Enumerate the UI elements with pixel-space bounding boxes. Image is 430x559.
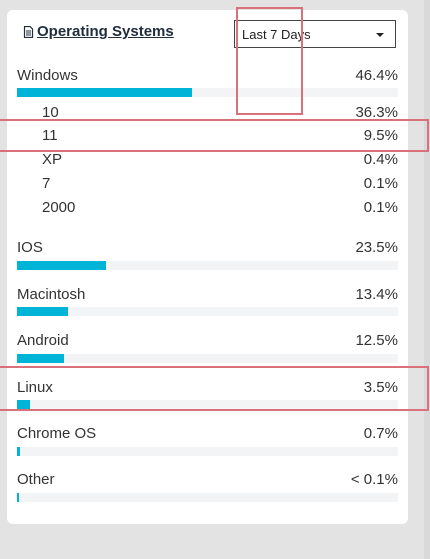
page-scrollbar[interactable] (424, 0, 430, 559)
version-label: 11 (42, 127, 58, 144)
os-bar-chrome-os (17, 447, 398, 456)
os-label: Windows (17, 67, 78, 84)
version-value: 36.3% (355, 104, 398, 121)
version-value: 9.5% (363, 127, 398, 144)
version-value: 0.1% (363, 199, 398, 216)
version-label: 7 (42, 175, 51, 192)
os-label: Linux (17, 379, 53, 396)
os-bar-fill (17, 447, 20, 456)
os-label: Chrome OS (17, 425, 97, 442)
os-bar-fill (17, 354, 65, 363)
version-value: 0.1% (363, 175, 398, 192)
os-bar-ios (17, 261, 398, 270)
os-value: 12.5% (355, 332, 398, 349)
os-value: < 0.1% (350, 471, 398, 488)
os-bar-fill (17, 307, 68, 316)
os-panel: Operating Systems Last 7 Days Windows 46… (7, 10, 408, 524)
date-range-select[interactable]: Last 7 Days (234, 20, 396, 48)
os-value: 0.7% (363, 425, 398, 442)
panel-title-link[interactable]: Operating Systems (23, 23, 174, 40)
os-label: Android (17, 332, 69, 349)
os-value: 46.4% (355, 67, 398, 84)
version-value: 0.4% (363, 151, 398, 168)
version-label: XP (42, 151, 63, 168)
os-bar-android (17, 354, 398, 363)
os-bar-linux (17, 400, 398, 409)
os-bar-fill (17, 261, 106, 270)
os-label: Macintosh (17, 286, 86, 303)
os-label: Other (17, 471, 55, 488)
panel-title: Operating Systems (37, 23, 174, 40)
os-value: 3.5% (363, 379, 398, 396)
os-bar-fill (17, 493, 19, 502)
os-bar-fill (17, 400, 31, 409)
version-label: 10 (42, 104, 59, 121)
caret-down-icon (376, 33, 384, 37)
os-value: 13.4% (355, 286, 398, 303)
os-bar-fill (17, 88, 192, 97)
os-bar-other (17, 493, 398, 502)
os-value: 23.5% (355, 239, 398, 256)
date-range-value: Last 7 Days (242, 26, 311, 42)
os-bar-windows (17, 88, 398, 97)
document-icon (23, 25, 34, 38)
os-bar-macintosh (17, 307, 398, 316)
os-label: IOS (17, 239, 43, 256)
version-label: 2000 (42, 199, 76, 216)
